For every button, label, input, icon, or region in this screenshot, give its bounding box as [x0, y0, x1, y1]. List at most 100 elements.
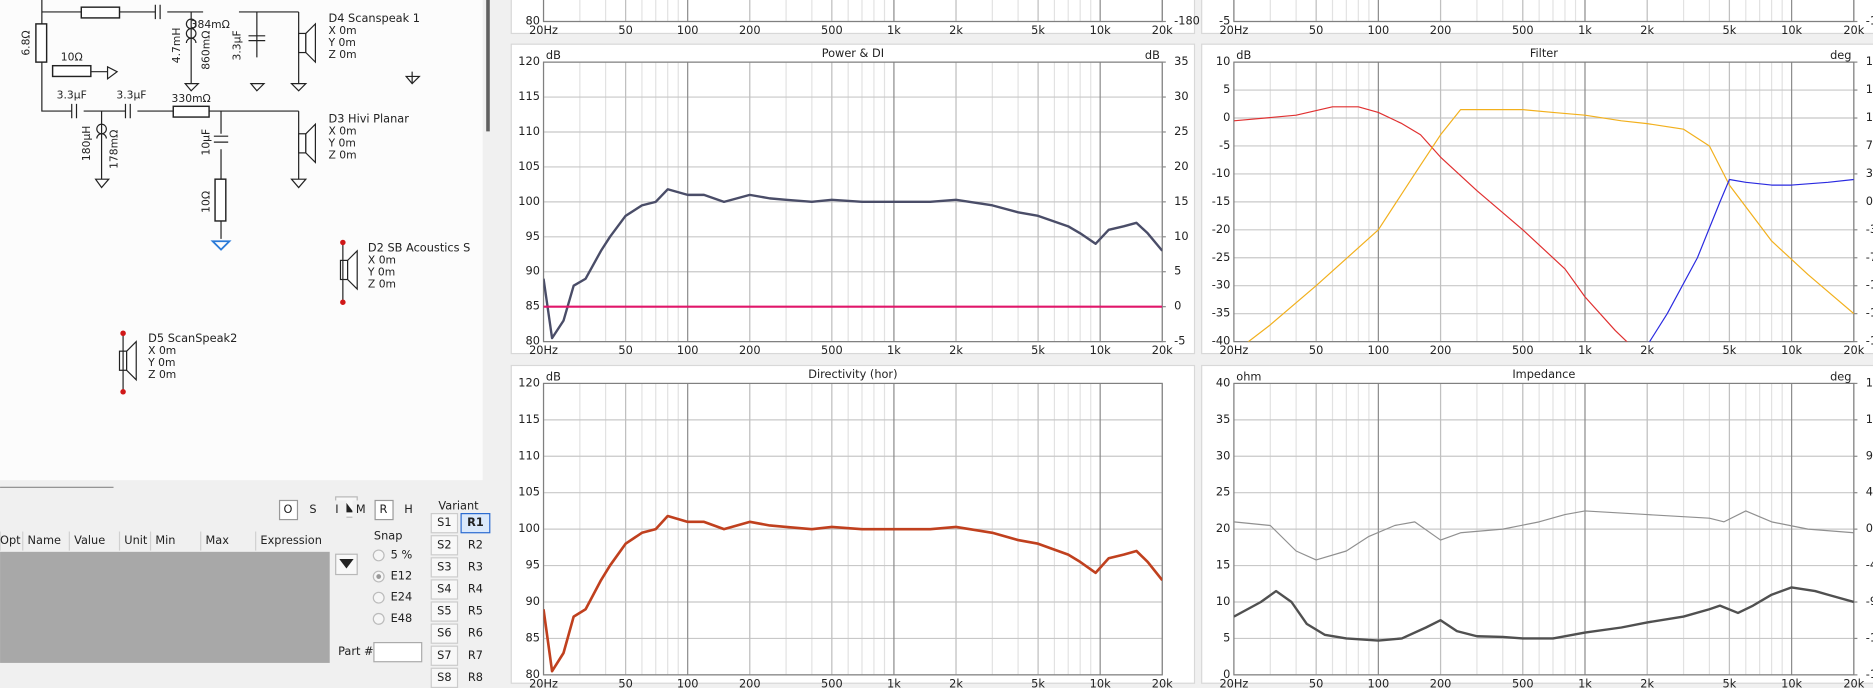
x-tick-label: 1k: [887, 676, 901, 688]
toolbar-button-label: S: [309, 502, 316, 516]
chart-title: Directivity (hor): [808, 367, 897, 381]
variant-s-button[interactable]: [430, 579, 459, 600]
column-header: Value: [74, 533, 105, 547]
variant-r-button[interactable]: [461, 602, 490, 622]
variant-s-button[interactable]: [430, 645, 459, 666]
chart-panel: 80 -180 20Hz 50 100 200 500 1k 2k 5k 10k 20k: [510, 0, 1200, 37]
x-tick-label: 200: [1430, 23, 1452, 37]
y2-tick-label: -180: [1174, 14, 1200, 28]
variant-r-button[interactable]: [461, 579, 490, 600]
variant-s-label: S1: [437, 515, 451, 529]
y2-tick-label: 90: [1866, 448, 1873, 462]
variant-s-button[interactable]: [430, 601, 459, 622]
plot-frame: [1233, 61, 1855, 343]
driver-position: X 0m: [148, 344, 176, 357]
x-tick-label: 2k: [1640, 23, 1654, 37]
toolbar-button[interactable]: [352, 500, 371, 520]
variant-s-label: S7: [437, 648, 451, 662]
x-tick-label: 1k: [887, 343, 901, 357]
driver-position: X 0m: [329, 124, 357, 137]
y-tick-label: 90: [526, 594, 540, 608]
x-tick-label: 50: [618, 676, 632, 688]
driver-position: Y 0m: [367, 265, 395, 278]
variant-r-button[interactable]: [461, 624, 490, 644]
x-tick-label: 5k: [1031, 23, 1045, 37]
schematic-wires: [35, 0, 421, 395]
variant-r-label: R4: [468, 581, 483, 595]
variant-s-button[interactable]: [430, 513, 459, 534]
series-line: [1233, 586, 1854, 642]
x-tick-label: 200: [739, 23, 761, 37]
component-label: 6.8Ω: [19, 30, 32, 55]
component-label: 180µH: [80, 126, 93, 161]
x-tick-label: 50: [1309, 23, 1323, 37]
snap-option: E12: [391, 569, 413, 583]
y2-axis-label: dB: [1145, 48, 1160, 62]
y-tick-label: 15: [1216, 558, 1230, 572]
driver-position: Y 0m: [328, 36, 356, 49]
x-tick-label: 500: [1512, 23, 1534, 37]
chart-title: Power & DI: [822, 46, 884, 60]
y2-axis-label: deg: [1830, 369, 1851, 383]
variant-s-label: S8: [437, 670, 451, 684]
toolbar-button[interactable]: [400, 500, 419, 520]
y-tick-label: 105: [518, 485, 540, 499]
y2-tick-label: 20: [1174, 159, 1188, 173]
variant-s-button[interactable]: [430, 623, 459, 644]
toolbar-button[interactable]: [278, 499, 299, 521]
x-tick-label: 50: [618, 343, 632, 357]
driver-position: Z 0m: [329, 48, 357, 61]
component-label: 3.3µF: [116, 89, 146, 102]
y-axis-label: ohm: [1236, 369, 1261, 383]
variant-r-button[interactable]: [461, 668, 490, 688]
y-tick-label: 120: [518, 375, 540, 389]
x-tick-label: 20Hz: [1219, 676, 1248, 688]
x-tick-label: 5k: [1723, 676, 1737, 688]
toolbar-button[interactable]: [374, 499, 394, 521]
x-tick-label: 100: [1368, 23, 1390, 37]
y2-tick-label: -180: [1866, 334, 1873, 348]
y2-tick-label: 144: [1866, 82, 1873, 96]
variant-r-button[interactable]: [461, 557, 490, 577]
x-tick-label: 5k: [1031, 343, 1045, 357]
driver-name: D2 SB Acoustics S: [368, 240, 470, 254]
driver-position: Y 0m: [328, 136, 356, 149]
y-tick-label: 0: [1223, 667, 1230, 681]
x-tick-label: 200: [739, 676, 761, 688]
variant-s-button[interactable]: [430, 557, 459, 578]
toolbar-button-label: H: [404, 502, 413, 516]
part-input[interactable]: [373, 642, 423, 663]
series-line: [1233, 106, 1628, 342]
snap-radio[interactable]: [372, 549, 385, 562]
y2-tick-label: -144: [1866, 306, 1873, 320]
y-tick-label: -5: [1219, 138, 1230, 152]
y2-tick-label: 45: [1866, 485, 1873, 499]
y-tick-label: 10: [1216, 54, 1230, 68]
series-line: [1648, 178, 1854, 342]
x-tick-label: 1k: [887, 23, 901, 37]
variant-r-label: R8: [468, 670, 483, 684]
variant-r-button[interactable]: [461, 535, 490, 555]
variant-s-button[interactable]: [430, 535, 459, 556]
toolbar-button[interactable]: [304, 500, 323, 520]
driver-position: Z 0m: [148, 368, 176, 381]
variant-r-button[interactable]: [460, 513, 491, 534]
chart-panel: -40 -35 -30 -25 -20 -15 -10 -5 0 5 10 -180 -144 -108 -…: [1201, 43, 1873, 357]
variant-s-button[interactable]: [430, 667, 459, 688]
y2-axis-label: deg: [1830, 48, 1851, 62]
toolbar-button[interactable]: [328, 500, 347, 520]
variant-r-button[interactable]: [461, 646, 490, 666]
y-tick-label: 80: [526, 14, 540, 28]
x-tick-label: 20k: [1152, 23, 1173, 37]
variant-r-label: R1: [467, 515, 484, 529]
toolbar-button-label: I: [335, 502, 338, 516]
chart-panel: 80 85 90 95 100 105 110 115 120 -5 0 5 10 15 20 25 30 35 2…: [510, 43, 1196, 357]
y-tick-label: 5: [1223, 630, 1230, 644]
y-axis-label: dB: [1236, 48, 1251, 62]
variant-s-label: S4: [437, 581, 451, 595]
scrollbar[interactable]: [486, 0, 490, 132]
snap-radio[interactable]: [372, 612, 385, 625]
y-tick-label: 5: [1223, 82, 1230, 96]
snap-radio[interactable]: [372, 591, 385, 604]
